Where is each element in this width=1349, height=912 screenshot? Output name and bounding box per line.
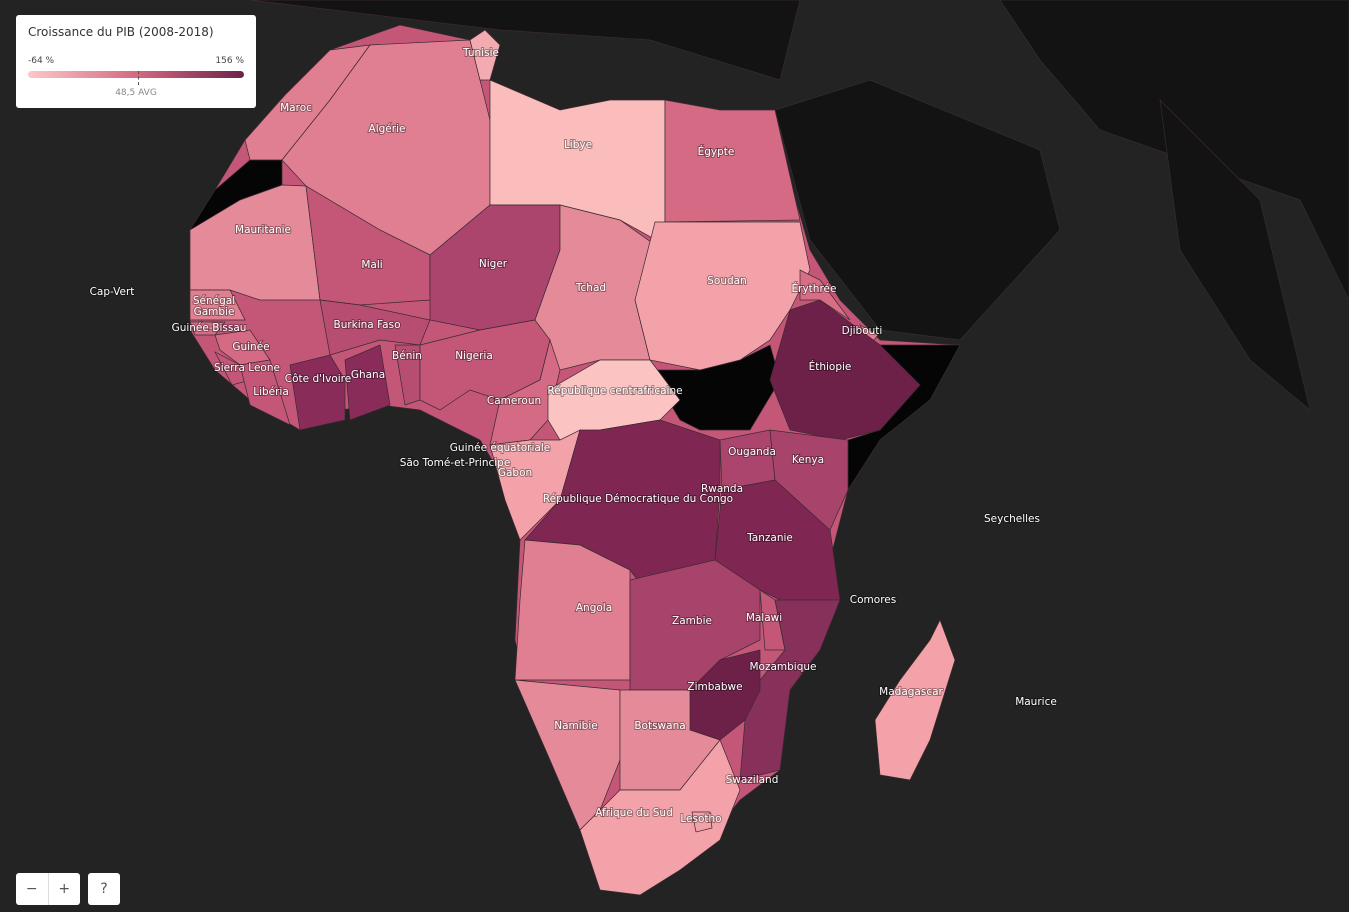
- country: [874, 619, 956, 781]
- country-label: Ghana: [351, 369, 385, 381]
- legend-avg-tick: [138, 71, 140, 85]
- country: [691, 811, 713, 833]
- arabia: [774, 79, 1061, 341]
- country-label: Nigeria: [455, 350, 493, 362]
- country-label: Libéria: [253, 386, 289, 398]
- country-label: Kenya: [792, 454, 824, 466]
- country-label: Gambie: [194, 306, 235, 318]
- country: [634, 221, 811, 371]
- country: [719, 429, 776, 491]
- country: [189, 289, 246, 321]
- country: [799, 269, 851, 321]
- country: [239, 359, 291, 426]
- country-label: Tunisie: [462, 47, 499, 59]
- country-label: Guinée-Bissau: [172, 322, 247, 334]
- europe: [249, 0, 801, 81]
- country-label: Bénin: [392, 350, 422, 362]
- country-label: Zimbabwe: [687, 681, 742, 693]
- country-label: Algérie: [369, 123, 406, 135]
- country-label: Soudan: [707, 275, 747, 287]
- country-label: Cameroun: [487, 395, 541, 407]
- country-label: Djibouti: [842, 325, 883, 337]
- legend-avg: 48,5 AVG: [115, 88, 157, 98]
- help-control: ?: [88, 873, 120, 905]
- legend: Croissance du PIB (2008-2018) -64 % 156 …: [16, 15, 256, 108]
- country-label: Mauritanie: [235, 224, 291, 236]
- country: [769, 299, 921, 441]
- country: [739, 599, 841, 781]
- country-label: Niger: [479, 258, 508, 270]
- country-label: Guinée équatoriale: [450, 442, 550, 454]
- country-label: Ouganda: [728, 446, 776, 458]
- india: [1159, 99, 1311, 411]
- legend-max: 156 %: [215, 56, 244, 66]
- country-label: Burkina Faso: [333, 319, 400, 331]
- country-label: Guinée: [232, 341, 269, 353]
- country-label: Sierra Leone: [214, 362, 280, 374]
- country-label: Rwanda: [701, 483, 743, 495]
- zoom-out[interactable]: −: [16, 873, 49, 905]
- country-label: Égypte: [698, 145, 735, 158]
- country-label: Zambie: [672, 615, 712, 627]
- legend-min: -64 %: [28, 56, 55, 66]
- country-label: Afrique du Sud: [595, 807, 673, 819]
- zoom-controls: − +: [16, 873, 80, 905]
- country-label: Lesotho: [680, 813, 721, 825]
- country-label: Libye: [564, 139, 592, 151]
- country-label: Malawi: [746, 612, 782, 624]
- country: [664, 99, 801, 223]
- country-label: Érythrée: [792, 282, 837, 295]
- country-label: Cap-Vert: [90, 286, 135, 298]
- country-label: République Démocratique du Congo: [543, 493, 733, 505]
- country-label: Tchad: [575, 282, 606, 294]
- country-label: République centrafricaine: [547, 385, 682, 397]
- country: [344, 344, 391, 421]
- country: [514, 539, 631, 681]
- country-label: Madagascar: [879, 686, 943, 698]
- country-label: Côte d'Ivoire: [285, 373, 351, 385]
- labels: Maroc Algérie Tunisie Libye Égypte Mauritanie…: [89, 46, 1058, 826]
- country: [289, 354, 346, 431]
- country-label: Mali: [361, 259, 382, 271]
- country-label: Tanzanie: [746, 532, 793, 544]
- country: [579, 739, 741, 896]
- legend-gradient: [28, 71, 244, 78]
- country-label: Botswana: [634, 720, 685, 732]
- country-label: Angola: [576, 602, 612, 614]
- country-label: Comores: [850, 594, 896, 606]
- legend-title: Croissance du PIB (2008-2018): [28, 25, 214, 39]
- country: [469, 29, 501, 81]
- country: [489, 79, 666, 246]
- country-label: Éthiopie: [809, 360, 852, 373]
- zoom-in[interactable]: +: [58, 881, 71, 897]
- country-label: Swaziland: [726, 774, 779, 786]
- country-label: São Tomé-et-Principe: [400, 457, 511, 469]
- countries: [189, 29, 956, 896]
- country-label: Maroc: [280, 102, 312, 114]
- country-label: Gabon: [498, 467, 532, 479]
- country-label: Namibie: [554, 720, 597, 732]
- country-label: Maurice: [1015, 696, 1057, 708]
- help[interactable]: ?: [100, 881, 108, 897]
- country-label: Sénégal: [193, 295, 235, 307]
- country-label: Mozambique: [749, 661, 816, 673]
- country-label: Seychelles: [984, 513, 1040, 525]
